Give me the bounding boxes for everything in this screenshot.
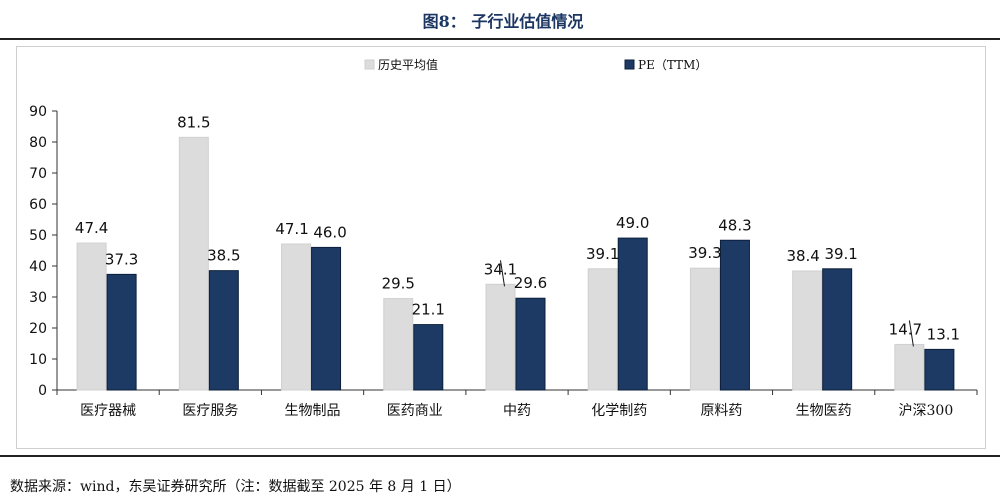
bar-pe-ttm — [311, 246, 342, 391]
x-category-label: 化学制药 — [591, 403, 647, 419]
y-tick-label: 80 — [29, 135, 47, 151]
bar-historical-average — [485, 283, 516, 391]
data-label: 49.0 — [616, 214, 649, 232]
data-label: 46.0 — [313, 223, 346, 241]
x-category-label: 医疗服务 — [182, 403, 238, 419]
data-label: 13.1 — [927, 325, 960, 343]
y-tick-label: 20 — [29, 321, 47, 337]
legend-swatch — [364, 59, 375, 70]
bar-pe-ttm — [106, 273, 137, 391]
source-note: 数据来源：wind，东吴证券研究所（注：数据截至 2025 年 8 月 1 日） — [10, 479, 461, 495]
leader-line — [908, 320, 914, 347]
data-label: 29.5 — [382, 275, 415, 293]
y-tick-label: 70 — [29, 166, 47, 182]
figure-title: 图8： 子行业估值情况 — [422, 12, 584, 31]
leader-line — [500, 260, 505, 287]
data-label: 21.1 — [412, 301, 445, 319]
x-category-label: 中药 — [503, 403, 531, 419]
x-category-label: 医疗器械 — [80, 403, 136, 419]
y-tick-label: 0 — [38, 383, 47, 399]
y-tick-label: 30 — [29, 290, 47, 306]
legend-item-pe: PE（TTM） — [624, 58, 707, 72]
bar-historical-average — [792, 270, 823, 391]
top-rule — [0, 38, 1000, 40]
bar-pe-ttm — [515, 297, 546, 391]
data-label-layer: 47.4 37.3 81.5 38.5 47.1 46.0 29.5 21.1 34.129.6… — [75, 113, 960, 347]
bar-pe-ttm — [208, 270, 239, 391]
x-category-label: 原料药 — [700, 403, 742, 419]
data-label: 39.1 — [586, 245, 619, 263]
bar-historical-average — [178, 136, 209, 391]
bar-historical-average — [689, 267, 720, 391]
legend-swatch — [624, 59, 635, 70]
y-tick-label: 50 — [29, 228, 47, 244]
y-tick-label: 90 — [29, 104, 47, 120]
data-label: 81.5 — [177, 113, 210, 131]
data-label: 34.1 — [484, 260, 517, 278]
bar-pe-ttm — [617, 237, 648, 391]
data-label: 47.4 — [75, 219, 108, 237]
data-label: 39.1 — [824, 245, 857, 263]
bar-historical-average — [281, 243, 312, 391]
data-label: 37.3 — [105, 250, 138, 268]
x-category-label: 医药商业 — [387, 403, 443, 419]
data-label: 39.3 — [688, 244, 721, 262]
legend: 历史平均值 PE（TTM） — [364, 57, 707, 72]
data-label: 47.1 — [275, 220, 308, 238]
y-tick-label: 10 — [29, 352, 47, 368]
chart-frame — [16, 46, 986, 449]
bar-pe-ttm — [924, 348, 955, 391]
x-category-label: 生物医药 — [796, 403, 852, 419]
data-label: 38.4 — [786, 247, 819, 265]
data-label: 38.5 — [207, 247, 240, 265]
data-label: 14.7 — [889, 320, 922, 338]
y-tick-label: 40 — [29, 259, 47, 275]
bar-pe-ttm — [719, 239, 750, 391]
bar-historical-average — [383, 298, 414, 391]
x-category-label: 沪深300 — [899, 403, 954, 419]
bar-historical-average — [587, 268, 618, 391]
bottom-rule — [0, 455, 1000, 457]
legend-label: 历史平均值 — [378, 57, 438, 72]
bar-layer — [76, 136, 955, 391]
bar-pe-ttm — [822, 268, 853, 391]
bar-historical-average — [76, 242, 107, 391]
bar-pe-ttm — [413, 324, 444, 391]
data-label: 48.3 — [718, 216, 751, 234]
data-label: 29.6 — [514, 274, 547, 292]
y-tick-label: 60 — [29, 197, 47, 213]
x-category-label: 生物制品 — [285, 403, 341, 419]
legend-label: PE（TTM） — [638, 58, 707, 72]
legend-item-historical: 历史平均值 — [364, 57, 438, 72]
bar-historical-average — [894, 343, 925, 391]
